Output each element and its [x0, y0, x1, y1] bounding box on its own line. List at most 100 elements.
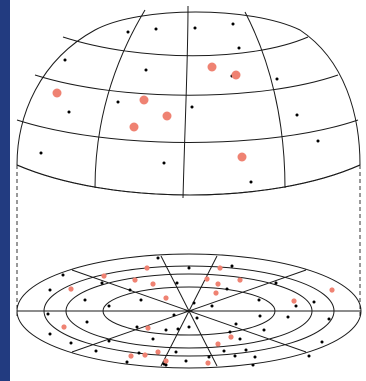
disk-large-dots	[61, 265, 335, 366]
disk-small-dot	[139, 298, 143, 302]
disk-small-dot	[176, 327, 180, 331]
disk-large-dot	[144, 265, 150, 271]
disk-large-dot	[329, 287, 335, 293]
meridian-center	[182, 5, 189, 199]
disk-small-dot	[233, 354, 237, 358]
hemisphere-small-dot	[63, 58, 67, 62]
disk-large-dot	[155, 349, 161, 355]
projection-lines	[16, 165, 361, 318]
hemisphere-large-dot	[129, 122, 139, 132]
hemisphere-large-dot	[237, 152, 247, 162]
disk-small-dot	[48, 288, 52, 292]
disk-large-dot	[215, 281, 221, 287]
disk-small-dot	[100, 281, 104, 285]
disk-small-dot	[83, 298, 87, 302]
disk-small-dot	[48, 332, 52, 336]
disk-small-dot	[228, 330, 232, 334]
projected-disk	[16, 253, 362, 369]
disk-small-dot	[174, 350, 178, 354]
disk-small-dot	[128, 288, 132, 292]
meridian-left	[94, 9, 146, 189]
hemisphere-large-dot	[52, 88, 62, 98]
disk-large-dot	[132, 277, 138, 283]
disk-large-dot	[145, 325, 151, 331]
hemisphere-small-dot	[39, 151, 43, 155]
disk-large-dot	[205, 360, 211, 366]
disk-small-dot	[210, 304, 214, 308]
disk-small-dot	[294, 304, 298, 308]
disk-small-dot	[225, 287, 229, 291]
disk-small-dot	[172, 313, 176, 317]
disk-small-dot	[312, 300, 316, 304]
disk-large-dot	[163, 358, 169, 364]
hemisphere-small-dot	[193, 26, 197, 30]
disk-large-dot	[213, 290, 219, 296]
disk-large-dot	[237, 277, 243, 283]
disk-large-dot	[204, 276, 210, 282]
hemisphere-small-dot	[116, 100, 120, 104]
disk-small-dot	[61, 273, 65, 277]
hemisphere-small-dot	[154, 27, 158, 31]
hemisphere-small-dot	[237, 46, 241, 50]
latitude-line-3	[16, 119, 359, 143]
disk-small-dot	[187, 325, 191, 329]
disk-large-dot	[215, 341, 221, 347]
hemisphere-small-dot	[249, 180, 253, 184]
disk-small-dot	[107, 339, 111, 343]
disk-large-dot	[228, 334, 234, 340]
disk-large-dot	[163, 295, 169, 301]
latitude-line-1	[62, 36, 309, 57]
disk-small-dot	[94, 349, 98, 353]
disk-small-dot	[258, 314, 262, 318]
disk-small-dot	[85, 320, 89, 324]
disk-small-dots	[46, 256, 331, 367]
disk-small-dot	[257, 298, 261, 302]
disk-small-dot	[238, 337, 242, 341]
hemisphere-small-dot	[67, 110, 71, 114]
disk-small-dot	[137, 351, 141, 355]
latitude-line-2	[34, 74, 339, 96]
hemisphere-small-dot	[162, 161, 166, 165]
disk-small-dot	[46, 312, 50, 316]
disk-small-dot	[320, 340, 324, 344]
disk-large-dot	[128, 353, 134, 359]
disk-small-dot	[192, 301, 196, 305]
hemisphere-small-dot	[190, 105, 194, 109]
hemisphere-large-dot	[162, 111, 172, 121]
white-panel	[10, 0, 366, 381]
hemisphere-large-dot	[207, 62, 217, 72]
hemisphere-small-dot	[316, 139, 320, 143]
disk-small-dot	[125, 360, 129, 364]
disk-small-dot	[184, 359, 188, 363]
disk-spoke-5	[160, 255, 218, 367]
disk-small-dot	[251, 363, 255, 367]
disk-small-dot	[274, 281, 278, 285]
hemisphere	[16, 5, 361, 199]
disk-small-dot	[151, 337, 155, 341]
disk-small-dot	[262, 328, 266, 332]
disk-small-dot	[135, 325, 139, 329]
disk-small-dot	[207, 355, 211, 359]
hemisphere-base	[16, 164, 361, 196]
hemisphere-small-dot	[295, 113, 299, 117]
disk-small-dot	[69, 341, 73, 345]
disk-small-dot	[156, 256, 160, 260]
hemisphere-small-dot	[275, 77, 279, 81]
hemisphere-large-dots	[52, 62, 247, 162]
hemisphere-large-dot	[231, 70, 241, 80]
disk-small-dot	[187, 266, 191, 270]
disk-large-dot	[291, 298, 297, 304]
disk-small-dot	[286, 315, 290, 319]
disk-small-dot	[230, 264, 234, 268]
disk-large-dot	[101, 273, 107, 279]
disk-large-dot	[150, 281, 156, 287]
disk-small-dot	[175, 281, 179, 285]
disk-large-dot	[68, 286, 74, 292]
disk-small-dot	[307, 354, 311, 358]
disk-small-dot	[164, 328, 168, 332]
disk-small-dot	[244, 348, 248, 352]
hemisphere-small-dot	[126, 30, 130, 34]
disk-small-dot	[195, 316, 199, 320]
disk-small-dot	[222, 349, 226, 353]
disk-small-dot	[327, 317, 331, 321]
